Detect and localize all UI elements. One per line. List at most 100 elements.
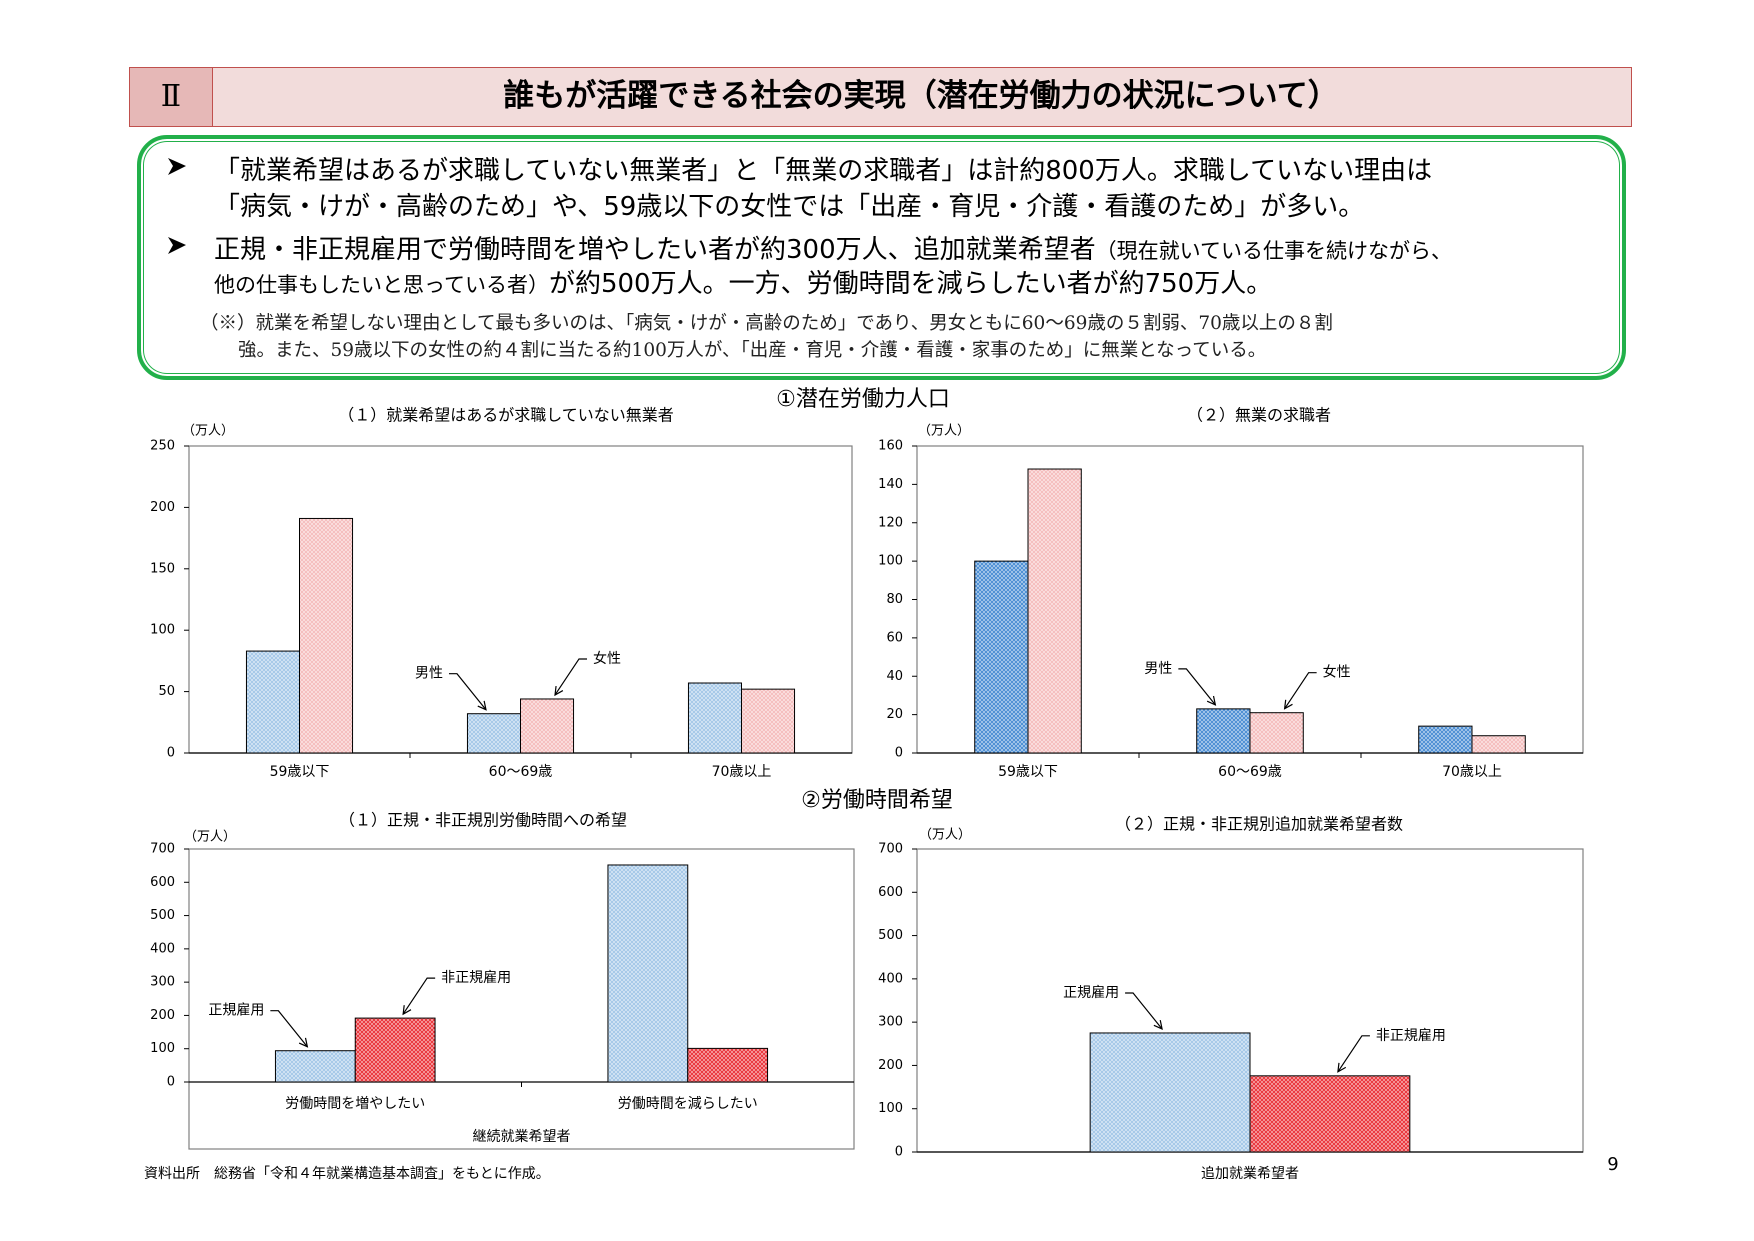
x-tick-label: 労働時間を減らしたい — [618, 1095, 758, 1112]
series-label: 男性 — [1144, 661, 1172, 677]
series-label: 女性 — [1323, 664, 1351, 681]
series-label: 正規雇用 — [1063, 984, 1119, 1001]
page-title: 誰もが活躍できる社会の実現（潜在労働力の状況について） — [503, 78, 1339, 114]
y-tick-label: 700 — [878, 842, 903, 857]
y-tick-label: 300 — [878, 1015, 903, 1030]
y-tick-label: 0 — [167, 1075, 175, 1090]
bar — [245, 650, 301, 754]
leader-arrow — [1337, 1062, 1347, 1073]
bullet-text: が約500万人。一方、労働時間を減らしたい者が約750万人。 — [548, 269, 1273, 299]
leader-line — [1284, 672, 1317, 710]
y-tick-label: 60 — [886, 630, 903, 645]
bullet-text: 正規・非正規雇用で労働時間を増やしたい者が約300万人、追加就業希望者 — [214, 235, 1096, 265]
leader-arrow — [298, 1037, 309, 1048]
bullet-icon — [168, 158, 186, 175]
bullet-line: 他の仕事もしたいと思っている者）が約500万人。一方、労働時間を減らしたい者が約… — [214, 263, 1272, 300]
y-tick-label: 50 — [158, 684, 175, 699]
bar — [741, 688, 796, 754]
y-tick-label: 200 — [150, 500, 175, 515]
y-tick-label: 300 — [150, 975, 175, 990]
bar — [1471, 735, 1526, 754]
y-tick-label: 400 — [150, 941, 175, 956]
x-tick-label: 追加就業希望者 — [1201, 1166, 1299, 1182]
series-label: 女性 — [593, 650, 621, 667]
y-tick-label: 500 — [150, 908, 175, 923]
leader-line — [270, 1010, 308, 1048]
series-label: 非正規雇用 — [1376, 1027, 1446, 1044]
y-tick-label: 120 — [878, 515, 903, 530]
bar — [687, 682, 743, 754]
plot-frame — [188, 848, 855, 1150]
bar — [520, 698, 575, 754]
y-tick-label: 250 — [150, 439, 175, 454]
x-tick-label: 60～69歳 — [489, 764, 553, 780]
y-tick-label: 0 — [895, 746, 903, 761]
bullet-icon — [168, 237, 186, 254]
y-tick-label: 600 — [878, 885, 903, 900]
y-tick-label: 40 — [886, 669, 903, 684]
y-tick-label: 600 — [150, 875, 175, 890]
y-tick-label: 150 — [150, 561, 175, 576]
x-tick-label: 59歳以下 — [998, 764, 1058, 780]
series-label: 男性 — [415, 666, 443, 682]
y-tick-label: 20 — [886, 707, 903, 722]
x-tick-label: 70歳以上 — [1442, 764, 1502, 780]
x-tick-label: 60～69歳 — [1218, 764, 1282, 780]
note-line: 強。また、59歳以下の女性の約４割に当たる約100万人が、「出産・育児・介護・看… — [238, 340, 1267, 361]
chart-title: （１）就業希望はあるが求職していない無業者 — [338, 406, 674, 425]
x-tick-label: 労働時間を増やしたい — [285, 1096, 425, 1112]
y-tick-label: 700 — [150, 842, 175, 857]
y-tick-label: 140 — [878, 477, 903, 492]
bar — [354, 1017, 436, 1083]
bullet-line: 「就業希望はあるが求職していない無業者」と「無業の求職者」は計約800万人。求職… — [214, 156, 1433, 186]
y-unit: （万人） — [919, 828, 971, 843]
summary-box — [137, 135, 1626, 380]
bar — [1418, 725, 1473, 754]
series-label: 非正規雇用 — [441, 969, 511, 986]
leader-arrow — [554, 685, 564, 697]
y-tick-label: 100 — [150, 623, 175, 638]
source: 資料出所 総務省「令和４年就業構造基本調査」をもとに作成。 — [144, 1165, 550, 1182]
bar — [274, 1050, 356, 1083]
bar — [687, 1047, 769, 1083]
bullet-text: 他の仕事もしたいと思っている者） — [214, 273, 549, 297]
leader-arrow — [402, 1005, 412, 1016]
y-tick-label: 400 — [878, 971, 903, 986]
section-title: ②労働時間希望 — [801, 788, 953, 813]
leader-line — [554, 658, 588, 696]
section-title: ①潜在労働力人口 — [776, 387, 950, 412]
x-tick-label: 59歳以下 — [270, 764, 330, 780]
bullet-line: 正規・非正規雇用で労働時間を増やしたい者が約300万人、追加就業希望者（現在就い… — [214, 229, 1452, 266]
chart-title: （２）正規・非正規別追加就業希望者数 — [1115, 815, 1403, 834]
y-tick-label: 0 — [167, 746, 175, 761]
x-axis-label: 継続就業希望者 — [473, 1128, 571, 1145]
bar — [466, 713, 521, 754]
y-tick-label: 80 — [886, 592, 903, 607]
bar — [1089, 1032, 1251, 1153]
page-number: 9 — [1607, 1154, 1618, 1175]
chart-title: （１）正規・非正規別労働時間への希望 — [339, 811, 627, 830]
x-tick-label: 70歳以上 — [712, 764, 772, 780]
series-label: 正規雇用 — [208, 1002, 264, 1019]
leader-line — [402, 977, 436, 1015]
y-tick-label: 0 — [895, 1145, 903, 1160]
leader-line — [448, 673, 487, 711]
leader-line — [1178, 668, 1216, 706]
leader-line — [1337, 1035, 1370, 1073]
header-band — [129, 67, 1632, 127]
chart-title: （２）無業の求職者 — [1187, 406, 1331, 425]
bullet-line: 「病気・けが・高齢のため」や、59歳以下の女性では「出産・育児・介護・看護のため… — [214, 192, 1365, 222]
section-number: Ⅱ — [129, 67, 213, 127]
y-tick-label: 100 — [878, 554, 903, 569]
y-tick-label: 160 — [878, 439, 903, 454]
note-line: （※）就業を希望しない理由として最も多いのは、「病気・けが・高齢のため」であり、… — [200, 313, 1333, 334]
bar — [1027, 468, 1082, 754]
bar — [299, 517, 354, 754]
bar — [1249, 1075, 1411, 1153]
y-tick-label: 100 — [150, 1041, 175, 1056]
leader-arrow — [477, 700, 487, 711]
y-tick-label: 200 — [150, 1008, 175, 1023]
y-unit: （万人） — [182, 424, 234, 439]
